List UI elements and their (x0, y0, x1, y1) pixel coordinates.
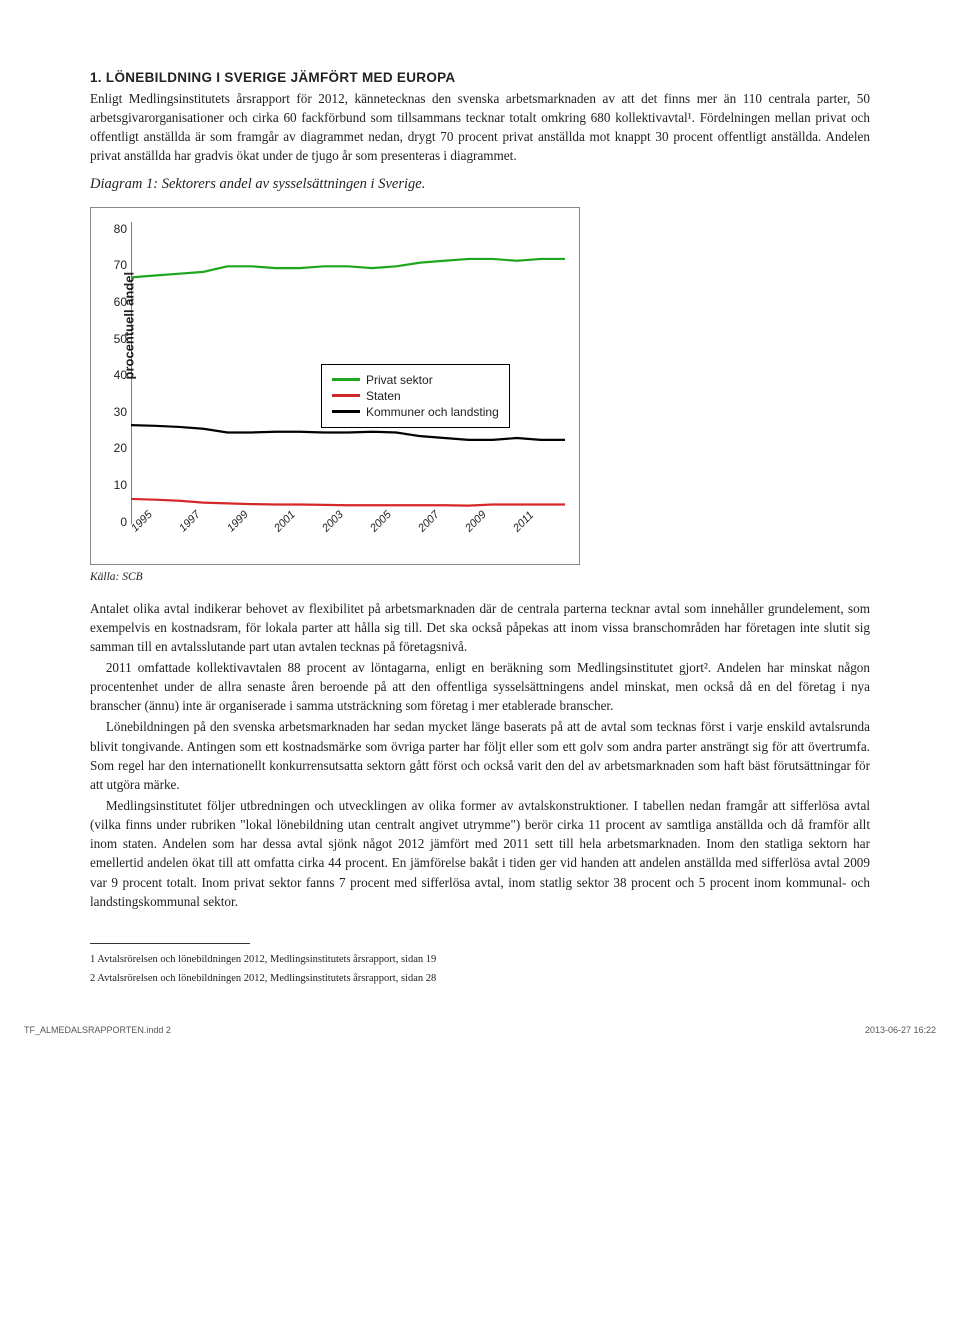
page-footer: TF_ALMEDALSRAPPORTEN.indd 2 2013-06-27 1… (0, 1019, 960, 1045)
paragraph-4: Lönebildningen på den svenska arbetsmark… (90, 717, 870, 794)
page-container: 1. LÖNEBILDNING I SVERIGE JÄMFÖRT MED EU… (0, 0, 960, 1019)
y-tick-label: 0 (120, 515, 127, 529)
legend-swatch (332, 394, 360, 397)
series-line (131, 498, 565, 505)
y-tick-label: 20 (114, 441, 127, 455)
footnote: 1 Avtalsrörelsen och lönebildningen 2012… (90, 952, 870, 969)
footnotes: 1 Avtalsrörelsen och lönebildningen 2012… (90, 952, 870, 988)
legend-item: Kommuner och landsting (332, 405, 499, 419)
legend-swatch (332, 378, 360, 381)
legend-label: Staten (366, 389, 401, 403)
y-tick-label: 50 (114, 332, 127, 346)
legend-item: Privat sektor (332, 373, 499, 387)
footer-left: TF_ALMEDALSRAPPORTEN.indd 2 (24, 1025, 171, 1035)
y-axis-ticks: 01020304050607080 (103, 222, 127, 522)
y-tick-label: 60 (114, 295, 127, 309)
y-tick-label: 10 (114, 478, 127, 492)
paragraph-5: Medlingsinstitutet följer utbredningen o… (90, 796, 870, 911)
y-tick-label: 30 (114, 405, 127, 419)
y-tick-label: 40 (114, 368, 127, 382)
series-line (131, 258, 565, 276)
footnote: 2 Avtalsrörelsen och lönebildningen 2012… (90, 971, 870, 988)
paragraph-1: Enligt Medlingsinstitutets årsrapport fö… (90, 89, 870, 166)
x-axis-ticks: 199519971999200120032005200720092011 (131, 522, 565, 556)
y-tick-label: 80 (114, 222, 127, 236)
legend-item: Staten (332, 389, 499, 403)
diagram-title: Diagram 1: Sektorers andel av sysselsätt… (90, 176, 870, 193)
paragraph-2: Antalet olika avtal indikerar behovet av… (90, 599, 870, 656)
y-tick-label: 70 (114, 258, 127, 272)
chart-source: Källa: SCB (90, 571, 870, 583)
legend-label: Kommuner och landsting (366, 405, 499, 419)
section-heading: 1. LÖNEBILDNING I SVERIGE JÄMFÖRT MED EU… (90, 70, 870, 85)
footnote-rule (90, 943, 250, 950)
legend-label: Privat sektor (366, 373, 433, 387)
paragraph-3: 2011 omfattade kollektivavtalen 88 proce… (90, 658, 870, 715)
chart-container: procentuell andel 01020304050607080 Priv… (90, 207, 580, 565)
footer-right: 2013-06-27 16:22 (865, 1025, 936, 1035)
chart-legend: Privat sektor Staten Kommuner och landstin… (321, 364, 510, 428)
chart-plot-area: procentuell andel 01020304050607080 Priv… (131, 222, 565, 522)
legend-swatch (332, 410, 360, 413)
